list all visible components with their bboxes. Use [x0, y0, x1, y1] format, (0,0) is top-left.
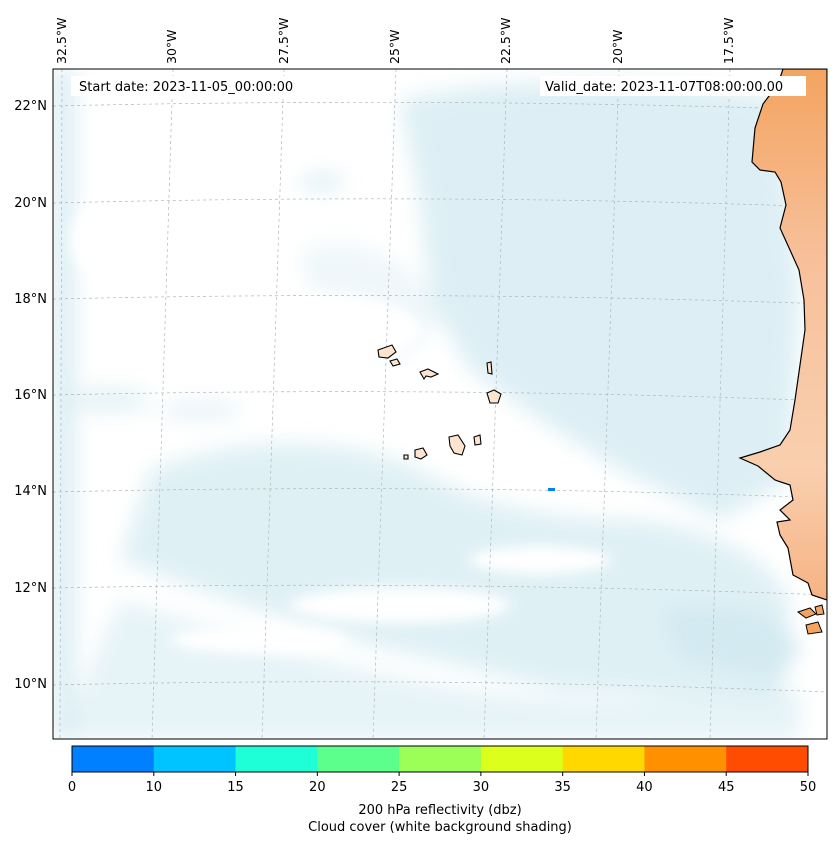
- longitude-label: 17.5°W: [721, 18, 736, 64]
- latitude-label: 16°N: [14, 388, 47, 403]
- colorbar-tick-label: 30: [473, 780, 490, 795]
- colorbar: 0 10 15 20 25 30 35 40 45 50: [68, 745, 817, 795]
- colorbar-segment: [480, 746, 564, 772]
- island-brava: [403, 454, 409, 460]
- longitude-label: 32.5°W: [54, 18, 69, 64]
- island-maio: [473, 434, 482, 446]
- colorbar-segment: [72, 746, 155, 772]
- colorbar-segment: [562, 746, 645, 772]
- colorbar-segment: [726, 746, 809, 772]
- cloud-cover-shading: [53, 69, 800, 739]
- longitude-label: 20°W: [610, 29, 625, 64]
- guinea-bissau-islands: [796, 604, 825, 635]
- longitude-label: 25°W: [387, 29, 402, 64]
- colorbar-segment: [235, 746, 318, 772]
- valid-date-box: [540, 76, 806, 96]
- latitude-label: 10°N: [14, 677, 47, 692]
- africa-landmass: [738, 69, 827, 601]
- latitude-label: 22°N: [14, 99, 47, 114]
- start-date-label: Start date: 2023-11-05_00:00:00: [79, 80, 293, 95]
- latitude-labels: 22°N 20°N 18°N 16°N 14°N 12°N 10°N: [14, 99, 47, 692]
- island-sao-vicente: [389, 358, 401, 367]
- colorbar-frame: [71, 745, 809, 773]
- colorbar-tick-label: 20: [309, 780, 326, 795]
- colorbar-tick-label: 35: [554, 780, 571, 795]
- longitude-label: 30°W: [164, 29, 179, 64]
- colorbar-segment: [317, 746, 400, 772]
- colorbar-segment: [399, 746, 482, 772]
- colorbar-tick-label: 50: [800, 780, 817, 795]
- island-santo-antao: [377, 344, 397, 359]
- valid-date-label: Valid_date: 2023-11-07T08:00:00.00: [545, 80, 783, 95]
- colorbar-tick-label: 0: [68, 780, 76, 795]
- latitude-label: 12°N: [14, 581, 47, 596]
- island-sal: [486, 361, 493, 375]
- map-area: [53, 69, 827, 739]
- reflectivity-blip: [548, 488, 555, 491]
- island-santiago: [448, 434, 466, 456]
- start-date-box: [71, 76, 311, 96]
- latitude-label: 20°N: [14, 196, 47, 211]
- colorbar-tick-label: 15: [227, 780, 244, 795]
- latitude-label: 18°N: [14, 292, 47, 307]
- island-sao-nicolau: [419, 368, 440, 381]
- latitude-label: 14°N: [14, 484, 47, 499]
- island-boa-vista: [486, 389, 502, 404]
- cape-verde-islands: [377, 344, 502, 460]
- colorbar-tick-label: 10: [146, 780, 163, 795]
- colorbar-tick-label: 45: [718, 780, 735, 795]
- map-frame: [52, 68, 828, 740]
- graticule: [53, 69, 827, 739]
- colorbar-sublabel: Cloud cover (white background shading): [308, 820, 572, 835]
- colorbar-tick-label: 25: [391, 780, 408, 795]
- colorbar-tick-label: 40: [636, 780, 653, 795]
- colorbar-label: 200 hPa reflectivity (dbz): [358, 803, 521, 818]
- longitude-label: 27.5°W: [276, 18, 291, 64]
- colorbar-segment: [644, 746, 727, 772]
- colorbar-segment: [153, 746, 237, 772]
- longitude-label: 22.5°W: [498, 18, 513, 64]
- longitude-labels: 32.5°W 30°W 27.5°W 25°W 22.5°W 20°W 17.5°W: [54, 18, 736, 64]
- island-fogo: [414, 447, 428, 460]
